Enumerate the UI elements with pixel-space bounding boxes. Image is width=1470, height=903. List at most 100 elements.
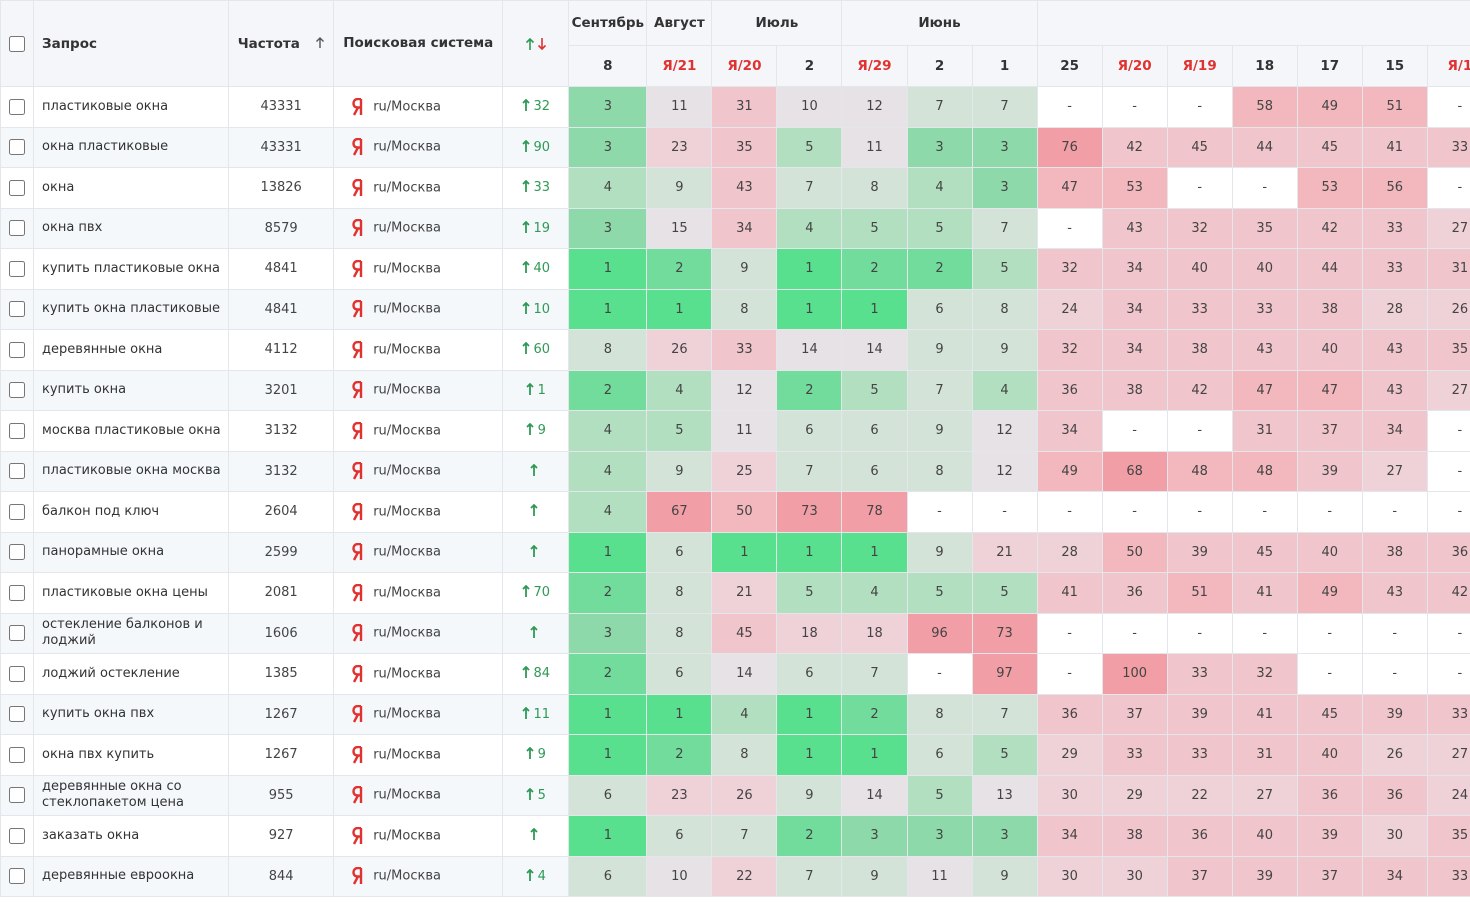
position: 3 [906,815,973,857]
month-header: Июль [711,0,843,46]
position: 14 [841,774,908,816]
position: 78 [841,491,908,533]
position: 47 [1036,167,1103,209]
position: 7 [776,855,843,897]
position: 34 [1036,815,1103,857]
row-checkbox[interactable] [9,827,25,844]
day-header[interactable]: 1 [971,45,1038,87]
position: - [1166,410,1233,452]
engine-header[interactable]: Поисковая система [333,0,504,87]
table-row: деревянные евроокна 844 ru/Москва 4 6 10 22 7 9 1… [0,855,1470,897]
row-checkbox[interactable] [9,746,25,763]
row-checkbox[interactable] [9,301,25,318]
yandex-icon [352,745,363,764]
row-checkbox[interactable] [9,544,25,561]
position: 45 [1296,126,1363,168]
position: 18 [841,612,908,654]
row-checkbox[interactable] [9,665,25,682]
up-arrow [530,463,538,476]
month-header [1036,0,1470,46]
row-checkbox[interactable] [9,98,25,115]
day-header[interactable]: 25 [1036,45,1103,87]
position: 26 [1426,288,1470,330]
position: 36 [1426,531,1470,573]
position: 73 [776,491,843,533]
day-header[interactable]: Я/1 [1426,45,1470,87]
position: 31 [1231,410,1298,452]
row-checkbox[interactable] [9,382,25,399]
row-checkbox[interactable] [9,422,25,439]
day-header[interactable]: Я/20 [1101,45,1168,87]
row-checkbox[interactable] [9,706,25,723]
position: - [1101,86,1168,128]
position: 8 [711,734,778,776]
position: 5 [971,572,1038,614]
row-checkbox[interactable] [9,787,25,804]
engine-cell: ru/Москва [333,207,504,249]
row-checkbox[interactable] [9,341,25,358]
position: 12 [971,450,1038,492]
row-checkbox[interactable] [9,463,25,480]
select-cell [0,572,35,614]
position: 73 [971,612,1038,654]
position: 40 [1296,531,1363,573]
row-checkbox[interactable] [9,220,25,237]
frequency-header[interactable]: Частота [228,0,335,87]
position: - [1166,86,1233,128]
day-header[interactable]: 8 [568,45,648,87]
position: 34 [1361,410,1428,452]
table-head: Запрос Частота Поисковая система Сентябр… [0,0,1470,87]
day-header[interactable]: 18 [1231,45,1298,87]
query-header[interactable]: Запрос [33,0,230,87]
day-header[interactable]: Я/20 [711,45,778,87]
engine: ru/Москва [373,423,441,439]
day-header[interactable]: Я/19 [1166,45,1233,87]
row-checkbox[interactable] [9,584,25,601]
engine-cell: ru/Москва [333,531,504,573]
position: 6 [906,288,973,330]
position: 36 [1361,774,1428,816]
up-arrow [526,382,534,395]
position: 40 [1166,248,1233,290]
position: 33 [1426,126,1470,168]
day-header[interactable]: 2 [776,45,843,87]
position: 42 [1166,369,1233,411]
position: 1 [841,734,908,776]
table-row: пластиковые окна 43331 ru/Москва 32 3 11 31 10 1… [0,86,1470,128]
select-cell [0,450,35,492]
position: 35 [1426,815,1470,857]
engine-cell: ru/Москва [333,126,504,168]
position: 49 [1296,86,1363,128]
day-header[interactable]: Я/29 [841,45,908,87]
row-checkbox[interactable] [9,625,25,642]
position: 36 [1036,369,1103,411]
position: 36 [1166,815,1233,857]
day-header[interactable]: 2 [906,45,973,87]
row-checkbox[interactable] [9,503,25,520]
select-cell [0,491,35,533]
row-checkbox[interactable] [9,260,25,277]
row-checkbox[interactable] [9,139,25,156]
position: 50 [711,491,778,533]
query: балкон под ключ [33,491,230,533]
position: - [1036,207,1103,249]
yandex-icon [352,705,363,723]
day-header[interactable]: 15 [1361,45,1428,87]
select-all[interactable] [9,35,25,52]
day-header[interactable]: Я/21 [646,45,713,87]
day-header[interactable]: 17 [1296,45,1363,87]
change: 70 [533,585,551,601]
position: 96 [906,612,973,654]
position: 8 [646,572,713,614]
select-cell [0,855,35,897]
engine: ru/Москва [373,868,441,884]
row-checkbox[interactable] [9,868,25,885]
row-checkbox[interactable] [9,179,25,196]
position: 36 [1036,693,1103,735]
change-header[interactable] [502,0,570,87]
position: - [1166,491,1233,533]
select-cell [0,531,35,573]
frequency: 2599 [228,531,335,573]
